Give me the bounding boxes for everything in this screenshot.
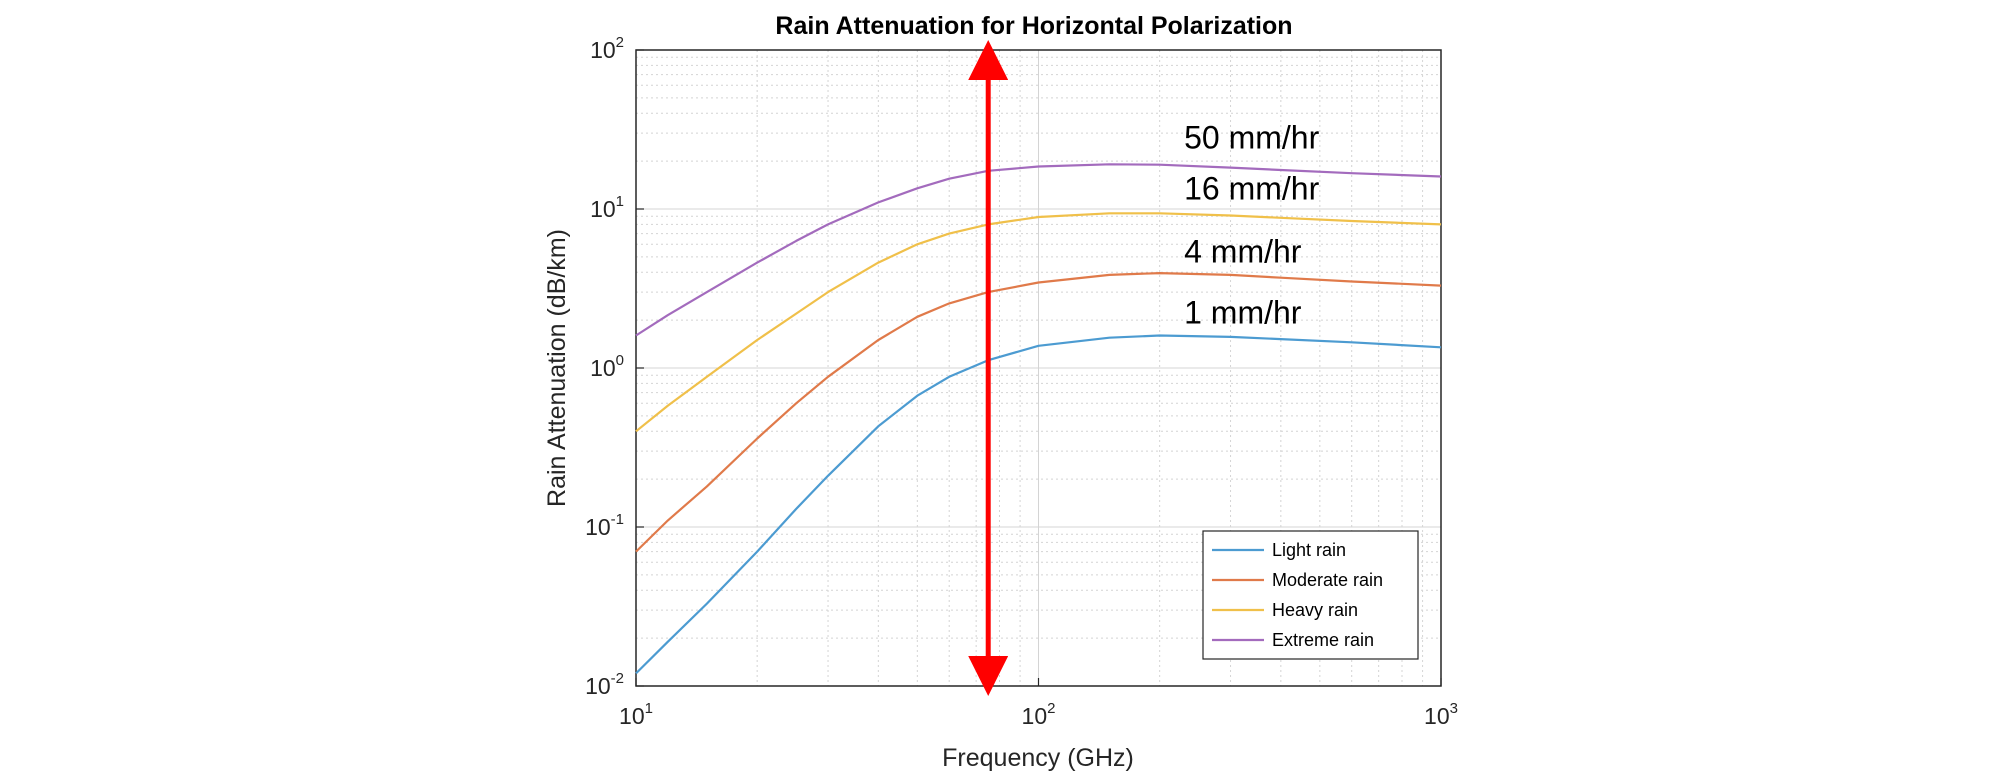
legend: Light rain Moderate rain Heavy rain Extreme…: [1202, 530, 1419, 660]
series-line-light-rain: [635, 334, 1442, 675]
x-tick-label: 101: [619, 700, 653, 729]
legend-box: [1202, 530, 1419, 660]
x-axis-label: Frequency (GHz): [942, 744, 1134, 772]
annotation-label: 16 mm/hr: [1184, 170, 1319, 206]
x-tick-labels: 101 102 103: [619, 678, 1458, 729]
y-axis-label: Rain Attenuation (dB/km): [543, 229, 571, 507]
x-tick-label: 103: [1424, 700, 1458, 729]
y-tick-label: 101: [590, 193, 624, 222]
series-line-heavy-rain: [635, 212, 1442, 433]
y-tick-label: 100: [590, 352, 624, 381]
annotation-label: 1 mm/hr: [1184, 295, 1302, 331]
y-tick-labels: 10-2 10-1 100 101 102: [585, 34, 644, 699]
legend-label: Heavy rain: [1272, 600, 1358, 620]
y-tick-label: 10-2: [585, 670, 624, 699]
legend-label: Light rain: [1272, 540, 1346, 560]
y-tick-label: 10-1: [585, 511, 624, 540]
legend-label: Extreme rain: [1272, 630, 1374, 650]
annotation-label: 4 mm/hr: [1184, 234, 1302, 270]
series-line-moderate-rain: [635, 272, 1442, 553]
series-line-extreme-rain: [635, 163, 1442, 337]
chart-title: Rain Attenuation for Horizontal Polariza…: [775, 12, 1292, 40]
x-tick-label: 102: [1022, 700, 1056, 729]
annotations: 50 mm/hr 16 mm/hr 4 mm/hr 1 mm/hr: [1184, 120, 1319, 331]
series-lines: [635, 163, 1442, 675]
annotation-label: 50 mm/hr: [1184, 120, 1319, 156]
y-tick-label: 102: [590, 34, 624, 63]
legend-label: Moderate rain: [1272, 570, 1383, 590]
